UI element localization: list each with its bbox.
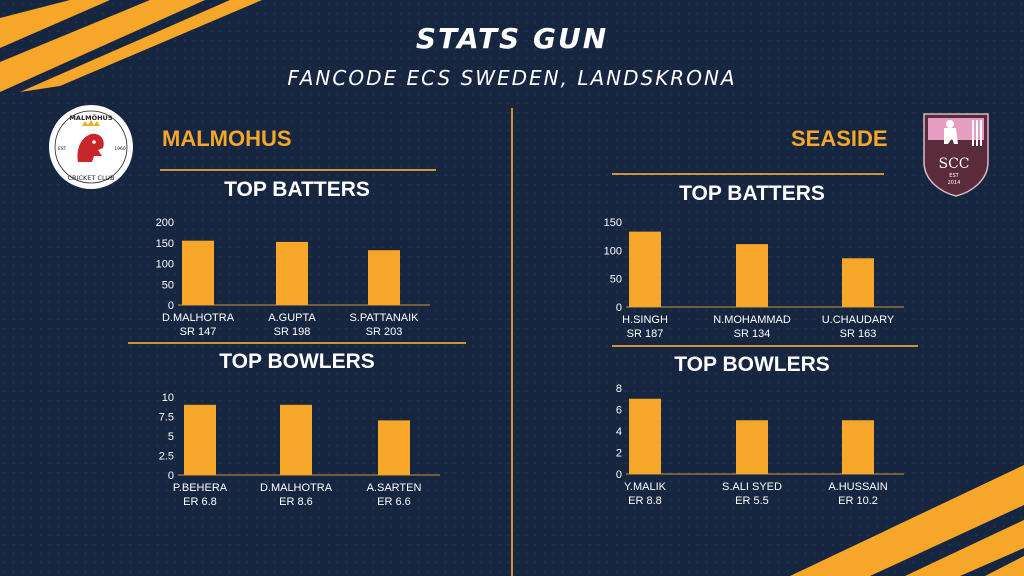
x-category-label: N.MOHAMMAD (713, 314, 791, 326)
bar (280, 404, 312, 475)
slash-top-left-3 (20, 0, 262, 92)
slash-bottom-right-3 (985, 556, 1024, 576)
y-tick-label: 0 (616, 302, 622, 314)
rule-right-middle (612, 345, 918, 347)
logo-scc-text: SCC (938, 156, 969, 172)
y-tick-label: 50 (162, 279, 174, 291)
logo-est-text: EST (949, 173, 959, 179)
rule-left-top (160, 169, 436, 171)
chart-malmohus-batters: 0 50 100 150 200 D.MALHOTRA SR 147 A.GUPTA SR 19… (156, 217, 430, 338)
y-tick-label: 100 (604, 245, 622, 257)
y-tick-label: 100 (156, 259, 174, 271)
y-tick-label: 0 (616, 469, 622, 481)
y-tick-label: 10 (162, 392, 174, 404)
section-title-seaside-batters: TOP BATTERS (679, 182, 825, 205)
section-title-malmohus-bowlers: TOP BOWLERS (219, 350, 375, 373)
logo-year-text: 2014 (948, 180, 961, 186)
x-sublabel: SR 203 (366, 326, 403, 338)
x-category-label: S.ALI SYED (722, 481, 782, 493)
bar (629, 398, 661, 474)
y-tick-label: 200 (156, 217, 174, 229)
x-sublabel: SR 187 (627, 328, 664, 340)
section-title-seaside-bowlers: TOP BOWLERS (674, 353, 830, 376)
bar (276, 241, 308, 305)
y-tick-label: 0 (168, 470, 174, 482)
y-tick-label: 150 (604, 217, 622, 229)
chart-malmohus-bowlers: 0 2.5 5 7.5 10 P.BEHERA ER 6.8 D.MALHOTRA ER 8.6… (159, 392, 440, 508)
y-tick-label: 150 (156, 238, 174, 250)
x-sublabel: SR 147 (180, 326, 217, 338)
team-name-malmohus: MALMOHUS (162, 126, 292, 151)
bar (842, 258, 874, 307)
y-tick-label: 6 (616, 405, 622, 417)
x-category-label: Y.MALIK (624, 481, 667, 493)
x-sublabel: ER 8.8 (628, 495, 662, 507)
slash-top-left-2 (0, 0, 205, 92)
page-subtitle: FANCODE ECS SWEDEN, LANDSKRONA (287, 66, 737, 90)
chart-seaside-batters: 0 50 100 150 H.SINGH SR 187 N.MOHAMMAD SR 134 U.… (604, 217, 904, 340)
bar (368, 250, 400, 305)
bar (736, 420, 768, 474)
y-tick-label: 50 (610, 274, 622, 286)
chart-seaside-bowlers: 0 2 4 6 8 Y.MALIK ER 8.8 S.ALI SYED ER 5.5 A.HUSS… (616, 383, 904, 507)
seaside-logo: SCC EST 2014 (920, 110, 992, 202)
x-sublabel: ER 10.2 (838, 495, 878, 507)
bar (736, 244, 768, 307)
x-sublabel: SR 134 (734, 328, 771, 340)
team-name-seaside: SEASIDE (791, 126, 888, 151)
x-sublabel: ER 8.6 (279, 496, 313, 508)
x-category-label: U.CHAUDARY (822, 314, 895, 326)
page-title: STATS GUN (415, 22, 609, 55)
x-category-label: A.HUSSAIN (828, 481, 887, 493)
x-category-label: P.BEHERA (173, 482, 228, 494)
slash-bottom-right-2 (905, 520, 1024, 576)
x-sublabel: ER 5.5 (735, 495, 769, 507)
logo-top-text: MALMÖHUS (69, 113, 112, 122)
bar (378, 420, 410, 475)
x-sublabel: SR 198 (274, 326, 311, 338)
bar (184, 404, 216, 475)
x-sublabel: SR 163 (840, 328, 877, 340)
x-category-label: H.SINGH (622, 314, 668, 326)
bar (182, 240, 214, 305)
x-category-label: D.MALHOTRA (260, 482, 333, 494)
x-category-label: D.MALHOTRA (162, 312, 235, 324)
y-tick-label: 4 (616, 426, 622, 438)
x-sublabel: ER 6.8 (183, 496, 217, 508)
x-sublabel: ER 6.6 (377, 496, 411, 508)
bar (629, 231, 661, 307)
y-tick-label: 8 (616, 383, 622, 395)
rule-right-top (612, 173, 884, 175)
rule-left-middle (128, 342, 466, 344)
logo-bottom-text: CRICKET CLUB (68, 174, 115, 182)
red-griffin-crest-icon (77, 120, 104, 162)
x-category-label: S.PATTANAIK (349, 312, 419, 324)
x-category-label: A.GUPTA (268, 312, 316, 324)
malmohus-logo: MALMÖHUS CRICKET CLUB EST 1960 (48, 104, 134, 194)
slash-top-left-1 (0, 0, 110, 48)
y-tick-label: 2.5 (159, 451, 174, 463)
section-title-malmohus-batters: TOP BATTERS (224, 178, 370, 201)
y-tick-label: 5 (168, 431, 174, 443)
logo-left-text: EST (58, 146, 67, 152)
x-category-label: A.SARTEN (367, 482, 422, 494)
y-tick-label: 0 (168, 300, 174, 312)
center-divider (511, 108, 513, 576)
slash-bottom-right-1 (790, 465, 1024, 576)
y-tick-label: 7.5 (159, 412, 174, 424)
logo-right-text: 1960 (114, 146, 126, 152)
y-tick-label: 2 (616, 448, 622, 460)
bar (842, 420, 874, 474)
batsman-shield-icon (944, 120, 982, 146)
